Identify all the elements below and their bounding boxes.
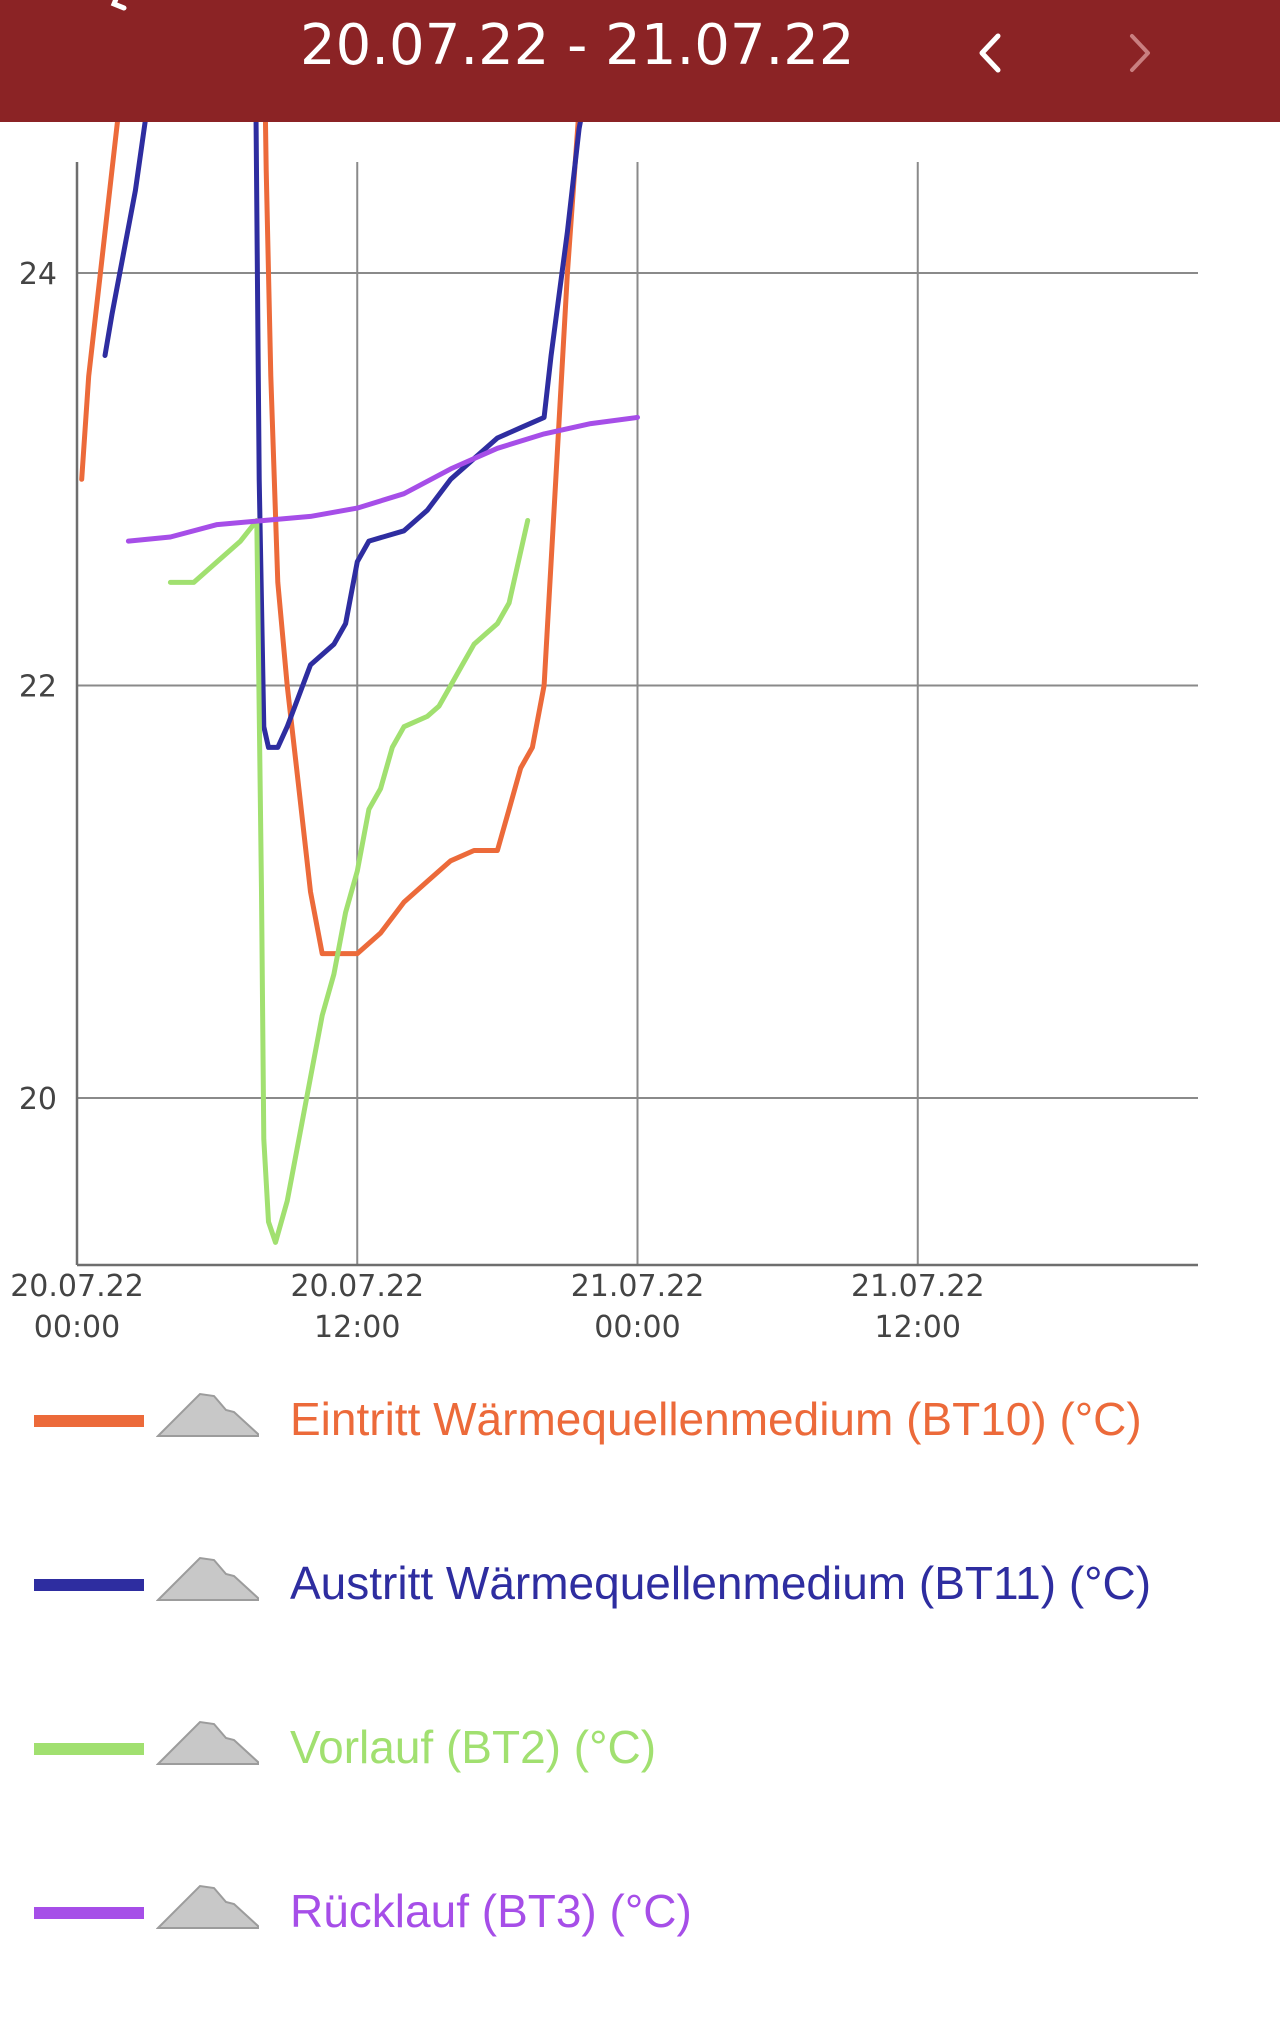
header-bar: 20.07.22 - 21.07.22 [0,0,1280,122]
series-line-2 [102,122,583,750]
next-period-button[interactable] [1105,18,1175,88]
legend-item[interactable]: Rücklauf (BT3) (°C) [0,1862,1280,1962]
y-tick-label: 22 [19,670,57,705]
legend-line-swatch [34,1907,144,1919]
y-tick-label: 20 [19,1082,57,1117]
date-range-title: 20.07.22 - 21.07.22 [300,13,855,78]
legend-line-swatch [34,1579,144,1591]
series-line-3 [167,518,531,1245]
legend-item[interactable]: Vorlauf (BT2) (°C) [0,1698,1280,1798]
x-tick-date-label: 21.07.22 [571,1269,705,1304]
area-chart-icon[interactable] [156,1716,260,1766]
temperature-line-chart: 202224262820.07.2200:0020.07.2212:0021.0… [10,122,1198,1345]
area-chart-icon[interactable] [156,1388,260,1438]
series-line-1 [79,122,581,957]
series-line-4 [125,414,640,544]
legend-item[interactable]: Austritt Wärmequellenmedium (BT11) (°C) [0,1534,1280,1634]
x-tick-date-label: 20.07.22 [290,1269,424,1304]
x-tick-time-label: 00:00 [34,1310,120,1345]
x-tick-time-label: 12:00 [314,1310,400,1345]
y-tick-label: 24 [19,257,57,292]
x-tick-time-label: 00:00 [594,1310,680,1345]
chart-series [79,122,640,1245]
area-chart-icon[interactable] [156,1880,260,1930]
back-arrow-icon[interactable] [110,0,150,20]
legend-label: Rücklauf (BT3) (°C) [290,1885,692,1937]
x-tick-time-label: 12:00 [875,1310,961,1345]
chart-grid [75,162,1198,1267]
legend-label: Vorlauf (BT2) (°C) [290,1721,657,1773]
legend-label: Austritt Wärmequellenmedium (BT11) (°C) [290,1557,1152,1609]
chevron-right-icon [1130,34,1150,72]
legend-item[interactable]: Eintritt Wärmequellenmedium (BT10) (°C) [0,1370,1280,1470]
legend-label: Eintritt Wärmequellenmedium (BT10) (°C) [290,1393,1142,1445]
previous-period-button[interactable] [955,18,1025,88]
area-chart-icon[interactable] [156,1552,260,1602]
chart-axis-labels: 202224262820.07.2200:0020.07.2212:0021.0… [10,257,985,1345]
chevron-left-icon [979,33,1001,73]
x-tick-date-label: 21.07.22 [851,1269,985,1304]
legend-line-swatch [34,1743,144,1755]
x-tick-date-label: 20.07.22 [10,1269,144,1304]
legend-line-swatch [34,1415,144,1427]
